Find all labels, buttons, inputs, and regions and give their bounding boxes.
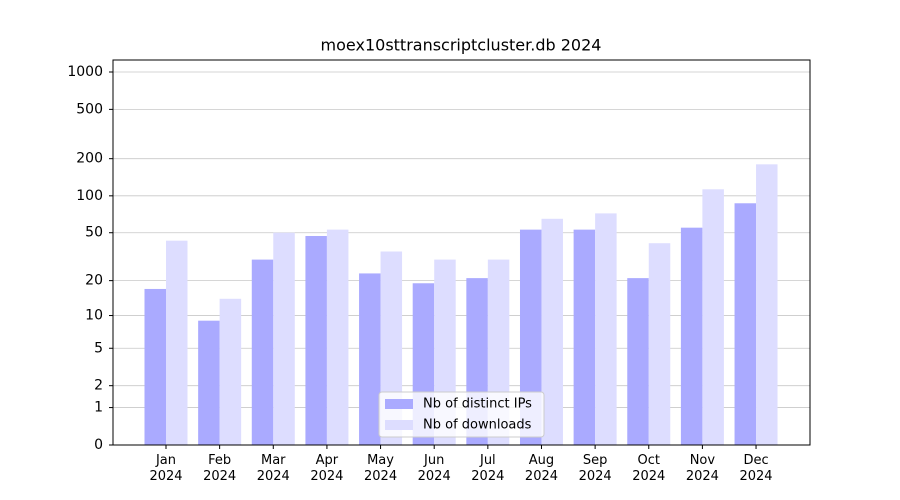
y-tick-label: 5 bbox=[94, 340, 103, 356]
x-tick-label: May 2024 bbox=[364, 453, 398, 484]
legend-label: Nb of distinct IPs bbox=[423, 397, 532, 412]
y-tick-label: 0 bbox=[94, 437, 103, 453]
bar bbox=[573, 229, 596, 445]
bar bbox=[734, 203, 757, 445]
legend-swatch bbox=[385, 399, 413, 409]
bar bbox=[326, 229, 349, 445]
y-tick-label: 1000 bbox=[67, 64, 103, 80]
y-tick-label: 20 bbox=[85, 273, 103, 289]
x-tick-label: Oct 2024 bbox=[632, 453, 666, 484]
bar bbox=[541, 218, 563, 445]
bar bbox=[251, 259, 274, 445]
y-tick-label: 50 bbox=[85, 225, 103, 241]
legend-swatch bbox=[385, 420, 413, 430]
x-tick-label: Dec 2024 bbox=[739, 453, 773, 484]
bar bbox=[219, 298, 242, 445]
x-tick-label: Jan 2024 bbox=[149, 453, 183, 484]
y-tick-label: 2 bbox=[94, 378, 103, 394]
y-tick-label: 100 bbox=[76, 188, 103, 204]
y-tick-label: 200 bbox=[76, 151, 103, 167]
y-tick-label: 1 bbox=[94, 400, 103, 416]
bar bbox=[680, 227, 703, 445]
bar bbox=[359, 273, 381, 445]
bar bbox=[519, 229, 542, 445]
x-tick-label: Aug 2024 bbox=[524, 453, 559, 484]
y-tick-label: 10 bbox=[85, 308, 103, 324]
bar bbox=[648, 243, 671, 445]
legend-label: Nb of downloads bbox=[423, 418, 532, 433]
bar bbox=[198, 320, 220, 445]
bar bbox=[273, 232, 295, 445]
legend-box bbox=[378, 391, 545, 438]
x-tick-label: Apr 2024 bbox=[310, 453, 344, 484]
x-tick-label: Feb 2024 bbox=[203, 453, 237, 484]
bar bbox=[627, 278, 649, 445]
bar bbox=[144, 288, 166, 445]
bar bbox=[305, 235, 327, 445]
x-tick-label: Jul 2024 bbox=[471, 453, 505, 484]
bar bbox=[166, 240, 188, 445]
y-tick-label: 500 bbox=[76, 101, 103, 117]
chart-title: moex10sttranscriptcluster.db 2024 bbox=[321, 36, 602, 55]
plot-frame bbox=[112, 59, 811, 446]
bar bbox=[756, 164, 778, 445]
x-tick-label: Nov 2024 bbox=[685, 453, 719, 484]
bar bbox=[595, 213, 617, 445]
x-tick-label: Sep 2024 bbox=[578, 453, 612, 484]
bar bbox=[702, 189, 724, 445]
x-tick-label: Mar 2024 bbox=[256, 453, 290, 484]
x-tick-label: Jun 2024 bbox=[417, 453, 451, 484]
